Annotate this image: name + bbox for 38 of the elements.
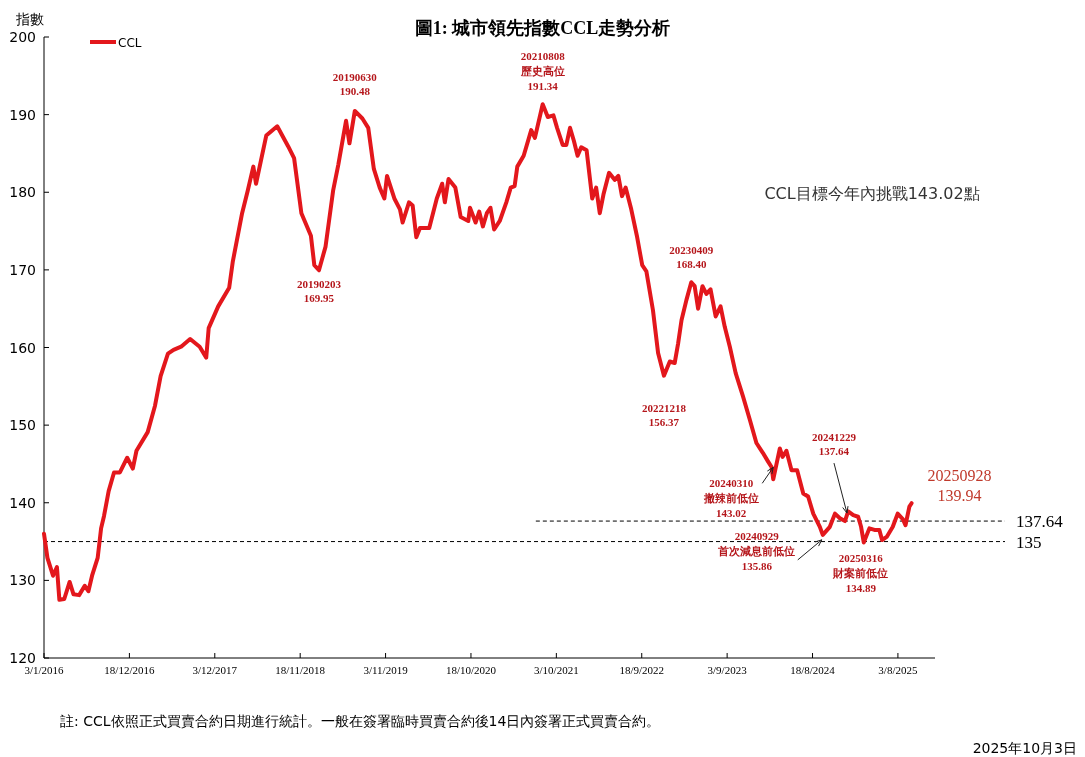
text: 2025年10月3日 bbox=[972, 740, 1077, 756]
annotation: 20210808 歷史高位 191.34 bbox=[519, 50, 566, 93]
x-tick-label: 3/12/2017 bbox=[192, 664, 238, 676]
x-tick-label: 3/9/2023 bbox=[707, 664, 748, 676]
x-tick-label: 18/8/2024 bbox=[790, 664, 836, 676]
x-tick-label: 18/11/2018 bbox=[275, 664, 326, 676]
y-tick-label: 160 bbox=[9, 339, 36, 356]
y-tick-label: 180 bbox=[9, 184, 36, 201]
annotation: 20230409 168.40 bbox=[669, 244, 714, 271]
annotation: 20241229 137.64 bbox=[811, 431, 857, 458]
annotation: CCL目標今年內挑戰143.02點 bbox=[764, 184, 980, 203]
x-tick-label: 3/1/2016 bbox=[24, 664, 65, 676]
x-tick-label: 18/12/2016 bbox=[104, 664, 155, 676]
x-tick-label: 3/10/2021 bbox=[534, 664, 579, 676]
y-tick-label: 140 bbox=[9, 494, 36, 511]
annotation: 20221218 156.37 bbox=[641, 401, 687, 428]
y-tick-label: 170 bbox=[9, 261, 36, 278]
chart-title: 圖1: 城市領先指數CCL走勢分析 bbox=[414, 18, 671, 38]
annotation: 20190203 169.95 bbox=[296, 278, 342, 305]
annotation: 20240929 首次減息前低位 135.86 bbox=[717, 529, 796, 572]
ref-line-label: 137.64 bbox=[1016, 512, 1064, 532]
text: 註: CCL依照正式買賣合約日期進行統計。一般在簽署臨時買賣合約後14日內簽署正式買賣合約。 bbox=[60, 713, 661, 729]
y-tick-label: 190 bbox=[9, 106, 36, 123]
y-tick-label: 200 bbox=[9, 29, 36, 45]
ref-line-label: 135 bbox=[1016, 532, 1042, 552]
annotation: 20250316 財案前低位 134.89 bbox=[832, 552, 889, 595]
x-tick-label: 3/8/2025 bbox=[878, 664, 918, 676]
x-tick-label: 3/11/2019 bbox=[363, 664, 409, 676]
y-axis-title: 指數 bbox=[15, 11, 44, 27]
annotation: 20190630 190.48 bbox=[332, 70, 378, 97]
annotation: 20240310 撤辣前低位 143.02 bbox=[702, 477, 759, 520]
x-tick-label: 18/10/2020 bbox=[445, 664, 497, 676]
y-tick-label: 130 bbox=[9, 572, 36, 589]
annotation: 20250928 139.94 bbox=[927, 467, 992, 505]
y-tick-label: 120 bbox=[9, 650, 36, 666]
y-tick-label: 150 bbox=[9, 417, 36, 434]
legend-label: CCL bbox=[118, 36, 142, 50]
x-tick-label: 18/9/2022 bbox=[619, 664, 665, 676]
